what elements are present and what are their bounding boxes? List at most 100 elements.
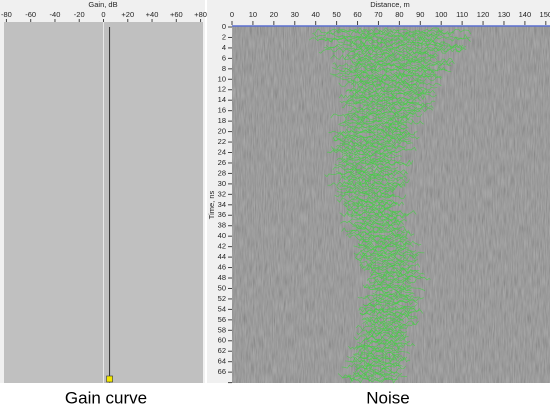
noise-wiggle [363,336,404,342]
noise-wiggle [359,352,401,358]
noise-wiggle [354,59,428,65]
noise-wiggle [354,52,434,59]
y-tick-label: 42 [218,242,226,251]
noise-wiggle [366,277,411,283]
x-tick-label: -60 [25,10,36,19]
noise-wiggle [332,136,409,142]
noise-wiggle [343,200,397,206]
noise-wiggle [335,144,407,150]
y-tick-label: 2 [222,32,226,41]
noise-wiggle [330,113,414,120]
y-tick-label: 12 [218,85,226,94]
noise-wiggle [359,262,421,268]
x-tick-label: 110 [456,10,468,19]
noise-wiggle [326,148,397,155]
noise-wiggle [343,159,414,166]
y-tick-label: 6 [222,53,226,62]
noise-wiggle [360,347,402,353]
noise-wiggle [358,243,410,249]
noise-wiggle [345,97,421,104]
x-tick-label: 50 [332,10,340,19]
y-tick-label: 52 [218,294,226,303]
x-tick-label: 80 [395,10,403,19]
noise-wiggle [342,128,407,134]
noise-wiggle [348,115,410,121]
y-tick-label: 18 [218,116,226,125]
noise-wiggle [352,92,437,99]
x-tick-label: 40 [312,10,320,19]
noise-wiggle [369,259,416,265]
noise-wiggle [340,220,404,227]
noise-wiggle [352,350,399,356]
noise-wiggle [352,107,433,113]
noise-wiggle [332,134,420,140]
noise-wiggle [373,275,431,281]
noise-wiggle [364,302,418,308]
y-tick-label: 32 [218,189,226,198]
x-tick-label: +80 [194,10,207,19]
noise-wiggle [347,104,434,110]
gain-node [106,375,113,383]
x-tick-label: 130 [498,10,511,19]
y-tick-label: 62 [218,346,226,355]
noise-wiggle [354,100,436,107]
noise-wiggle [359,312,412,318]
noise-wiggle [334,163,390,168]
noise-wiggle [372,257,418,263]
noise-wiggle [338,94,427,101]
noise-wiggle [377,281,411,288]
noise-wiggle [367,332,407,339]
noise-traces [308,27,472,384]
x-tick-label: 10 [249,10,257,19]
noise-wiggle [342,374,408,380]
y-tick-label: 54 [218,304,226,313]
noise-wiggle [359,307,420,314]
y-tick-label: 30 [218,179,226,188]
caption: Noise [366,388,409,407]
y-tick-label: 26 [218,158,226,167]
noise-wiggle [348,89,436,96]
noise-wiggle [370,288,412,294]
noise-wiggle [365,327,405,334]
noise-wiggle [360,105,418,112]
y-tick-label: 48 [218,273,226,282]
noise-wiggle [355,342,416,348]
x-tick-label: 70 [374,10,382,19]
noise-wiggle [375,297,420,303]
noise-wiggle [324,38,440,45]
x-tick-label: 0 [230,10,234,19]
noise-wiggle [362,318,405,324]
noise-wiggle [333,137,411,144]
noise-wiggle [345,88,425,94]
noise-wiggle [344,57,454,64]
y-axis-label: Time, ns [207,191,216,220]
noise-wiggle [361,251,425,257]
noise-wiggle [352,110,415,116]
noise-wiggle [342,155,395,161]
x-tick-label: 60 [353,10,361,19]
noise-wiggle [358,214,406,220]
noise-wiggle [319,35,439,42]
noise-wiggle [313,31,441,38]
x-tick-label: +60 [170,10,183,19]
noise-wiggle [347,41,455,48]
gain-axis-label: Gain, dB [88,0,117,9]
y-tick-label: 22 [218,137,226,146]
y-tick-label: 20 [218,127,226,136]
noise-wiggle [350,377,398,384]
noise-wiggle [357,295,409,301]
y-tick-label: 34 [218,200,226,209]
noise-wiggle [337,372,397,379]
noise-wiggle [367,326,405,332]
noise-wiggle [357,83,417,89]
y-tick-label: 0 [222,22,226,31]
noise-wiggle [341,102,425,109]
noise-wiggle [360,246,410,252]
y-tick-label: 58 [218,325,226,334]
x-tick-label: 150 [540,10,550,19]
noise-wiggle [339,140,413,147]
y-tick-label: 38 [218,221,226,230]
noise-wiggle [347,126,405,132]
noise-wiggle [348,344,401,350]
